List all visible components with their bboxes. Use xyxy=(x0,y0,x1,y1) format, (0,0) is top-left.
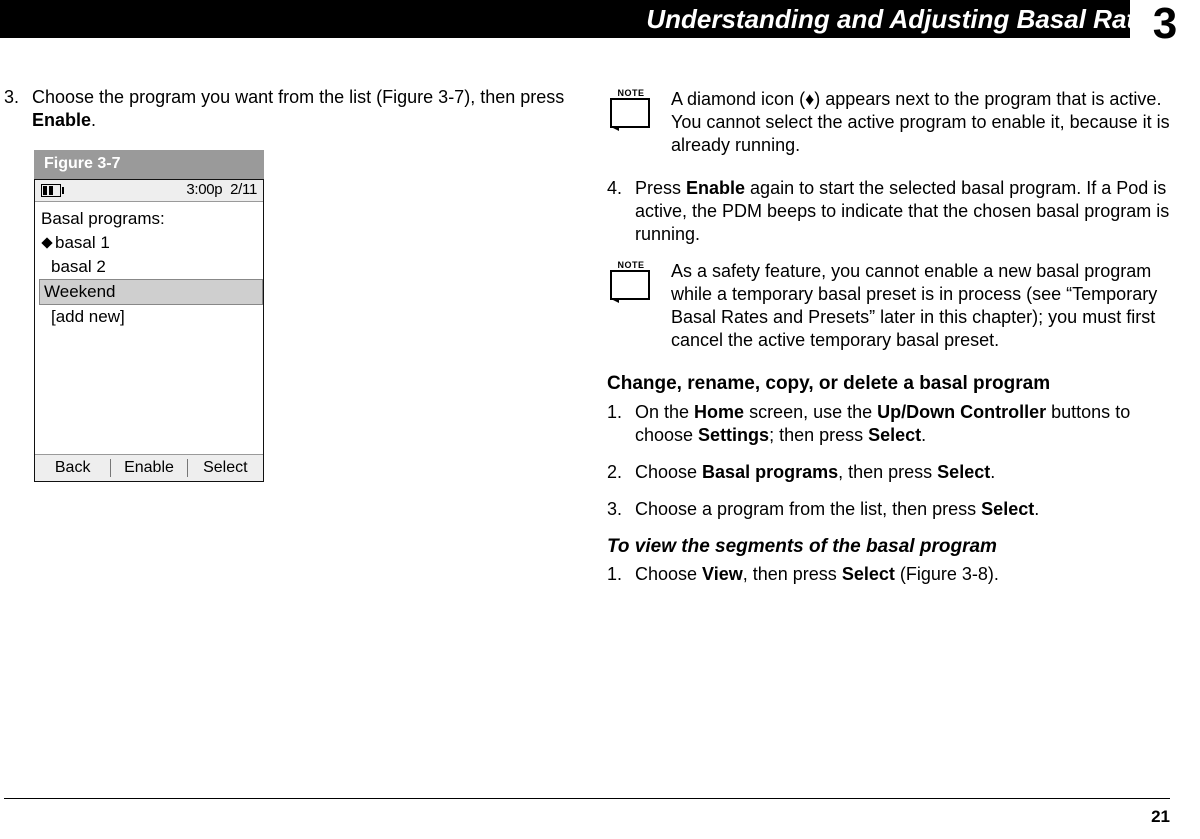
t: ; then press xyxy=(769,425,868,445)
right-column: NOTE A diamond icon (♦) appears next to … xyxy=(607,86,1170,600)
step-number: 3. xyxy=(607,498,635,521)
note-icon: NOTE xyxy=(607,260,655,304)
item-selected-label: Weekend xyxy=(44,282,116,301)
chapter-number-box: 3 xyxy=(1130,0,1200,52)
step-body: Choose a program from the list, then pre… xyxy=(635,498,1170,521)
step3-bold: Enable xyxy=(32,110,91,130)
t: . xyxy=(1034,499,1039,519)
page-number: 21 xyxy=(1151,807,1170,827)
t: Choose xyxy=(635,564,702,584)
device-screenshot: 3:00p 2/11 Basal programs: basal 1 basal… xyxy=(34,179,264,482)
t: . xyxy=(921,425,926,445)
change-step-2: 2. Choose Basal programs, then press Sel… xyxy=(607,461,1170,484)
item-add-label: [add new] xyxy=(51,306,125,328)
change-step-3: 3. Choose a program from the list, then … xyxy=(607,498,1170,521)
t: View xyxy=(702,564,743,584)
figure-3-7: Figure 3-7 3:00p 2/11 Basal programs: ba… xyxy=(34,150,264,482)
softkey-select: Select xyxy=(188,455,263,481)
view-step-1: 1. Choose View, then press Select (Figur… xyxy=(607,563,1170,586)
t: , then press xyxy=(743,564,842,584)
t: Select xyxy=(842,564,895,584)
t: Select xyxy=(937,462,990,482)
t: Select xyxy=(981,499,1034,519)
note-text: As a safety feature, you cannot enable a… xyxy=(671,260,1170,352)
change-step-1: 1. On the Home screen, use the Up/Down C… xyxy=(607,401,1170,447)
item-active-label: basal 1 xyxy=(55,232,110,254)
chapter-number: 3 xyxy=(1153,2,1177,46)
step-number: 3. xyxy=(4,86,32,132)
t: (Figure 3-8). xyxy=(895,564,999,584)
diamond-icon xyxy=(41,237,52,248)
status-time: 3:00p xyxy=(186,181,222,198)
t: Basal programs xyxy=(702,462,838,482)
note-1: NOTE A diamond icon (♦) appears next to … xyxy=(607,88,1170,157)
step-number: 1. xyxy=(607,563,635,586)
item2-label: basal 2 xyxy=(51,256,106,278)
list-item-selected: Weekend xyxy=(39,279,263,305)
content-area: 3. Choose the program you want from the … xyxy=(0,38,1200,600)
t: screen, use the xyxy=(744,402,877,422)
t: On the xyxy=(635,402,694,422)
list-item: basal 2 xyxy=(39,255,263,279)
step-body: Press Enable again to start the selected… xyxy=(635,177,1170,246)
t: , then press xyxy=(838,462,937,482)
step-number: 1. xyxy=(607,401,635,447)
note-icon: NOTE xyxy=(607,88,655,132)
footer-rule xyxy=(4,798,1170,799)
step-body: Choose Basal programs, then press Select… xyxy=(635,461,1170,484)
step3-text-b: . xyxy=(91,110,96,130)
t: Up/Down Controller xyxy=(877,402,1046,422)
step3-text-a: Choose the program you want from the lis… xyxy=(32,87,564,107)
list-item-addnew: [add new] xyxy=(39,305,263,329)
device-softkey-bar: Back Enable Select xyxy=(35,454,263,481)
step-body: Choose View, then press Select (Figure 3… xyxy=(635,563,1170,586)
battery-icon xyxy=(41,184,61,197)
subheading-view: To view the segments of the basal progra… xyxy=(607,535,1170,559)
t: . xyxy=(990,462,995,482)
device-status-bar: 3:00p 2/11 xyxy=(35,180,263,202)
list-item-active: basal 1 xyxy=(39,231,263,255)
note-text: A diamond icon (♦) appears next to the p… xyxy=(671,88,1170,157)
step-number: 4. xyxy=(607,177,635,246)
page-header: Understanding and Adjusting Basal Rates xyxy=(0,0,1200,38)
figure-caption: Figure 3-7 xyxy=(34,150,264,178)
step-3: 3. Choose the program you want from the … xyxy=(4,86,567,132)
left-column: 3. Choose the program you want from the … xyxy=(4,86,567,600)
status-date: 2/11 xyxy=(230,181,257,198)
note-2: NOTE As a safety feature, you cannot ena… xyxy=(607,260,1170,352)
t: Choose a program from the list, then pre… xyxy=(635,499,981,519)
step-body: On the Home screen, use the Up/Down Cont… xyxy=(635,401,1170,447)
softkey-enable: Enable xyxy=(111,455,186,481)
status-right: 3:00p 2/11 xyxy=(186,180,257,199)
softkey-back: Back xyxy=(35,455,110,481)
screen-heading: Basal programs: xyxy=(41,208,263,230)
s4a: Press xyxy=(635,178,686,198)
s4b: Enable xyxy=(686,178,745,198)
t: Choose xyxy=(635,462,702,482)
t: Home xyxy=(694,402,744,422)
subheading-change: Change, rename, copy, or delete a basal … xyxy=(607,372,1170,396)
header-title: Understanding and Adjusting Basal Rates xyxy=(646,4,1200,35)
t: Settings xyxy=(698,425,769,445)
t: Select xyxy=(868,425,921,445)
step-number: 2. xyxy=(607,461,635,484)
step-4: 4. Press Enable again to start the selec… xyxy=(607,177,1170,246)
step-body: Choose the program you want from the lis… xyxy=(32,86,567,132)
device-body: Basal programs: basal 1 basal 2 Weekend … xyxy=(35,202,263,454)
